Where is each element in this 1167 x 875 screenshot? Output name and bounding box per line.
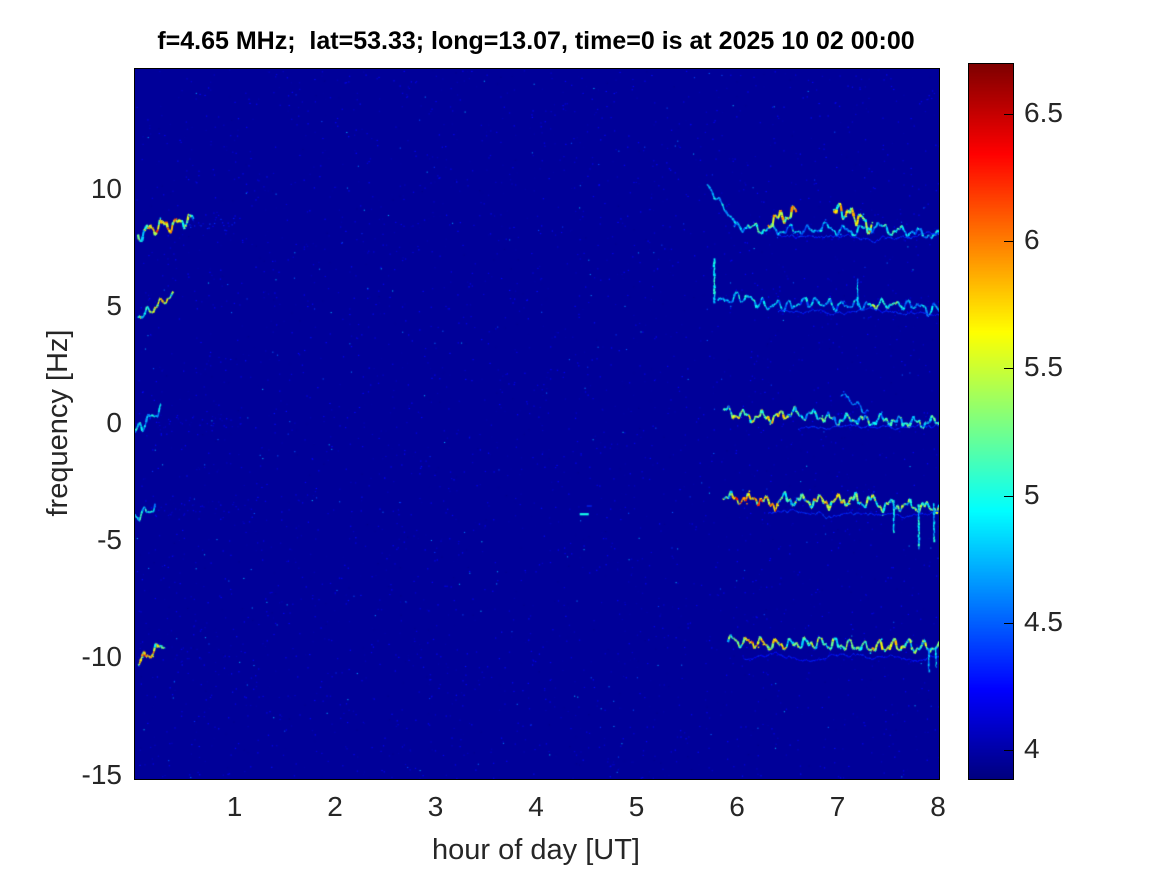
y-tick-label: 5: [106, 290, 122, 321]
y-tick-label: -5: [97, 524, 122, 556]
colorbar-canvas: [968, 63, 1014, 780]
y-tick-label: -15: [81, 758, 122, 790]
x-tick-label: 7: [829, 791, 846, 822]
colorbar-tick-label: 5: [1024, 478, 1040, 510]
y-tick-label: 10: [90, 172, 122, 204]
y-tick-label: 0: [106, 407, 122, 439]
colorbar-tick-label: 6: [1024, 224, 1040, 256]
colorbar-tick-mark: [1004, 495, 1013, 497]
x-tick-label: 8: [930, 791, 946, 822]
plot-title: f=4.65 MHz; lat=53.33; long=13.07, time=…: [157, 27, 915, 55]
x-tick-label: 5: [628, 791, 645, 822]
x-tick-label: 6: [729, 791, 745, 822]
x-tick-label: 4: [528, 791, 544, 822]
colorbar-tick-mark: [1004, 368, 1013, 370]
colorbar-tick-mark: [1004, 750, 1013, 751]
colorbar-tick-mark: [1004, 241, 1013, 243]
x-tick-label: 1: [226, 791, 243, 822]
colorbar-tick-mark: [1004, 622, 1013, 624]
x-tick-label: 3: [427, 791, 444, 822]
colorbar-tick-label: 4: [1024, 733, 1040, 764]
colorbar-tick-mark: [1004, 113, 1013, 115]
y-tick-label: -10: [81, 641, 122, 673]
colorbar-tick-label: 4.5: [1024, 605, 1063, 637]
x-axis-label: hour of day [UT]: [432, 834, 640, 866]
colorbar-tick-label: 5.5: [1024, 351, 1063, 383]
x-tick-label: 2: [327, 791, 343, 822]
colorbar-tick-label: 6.5: [1024, 96, 1063, 128]
spectrogram-canvas: [134, 68, 940, 780]
